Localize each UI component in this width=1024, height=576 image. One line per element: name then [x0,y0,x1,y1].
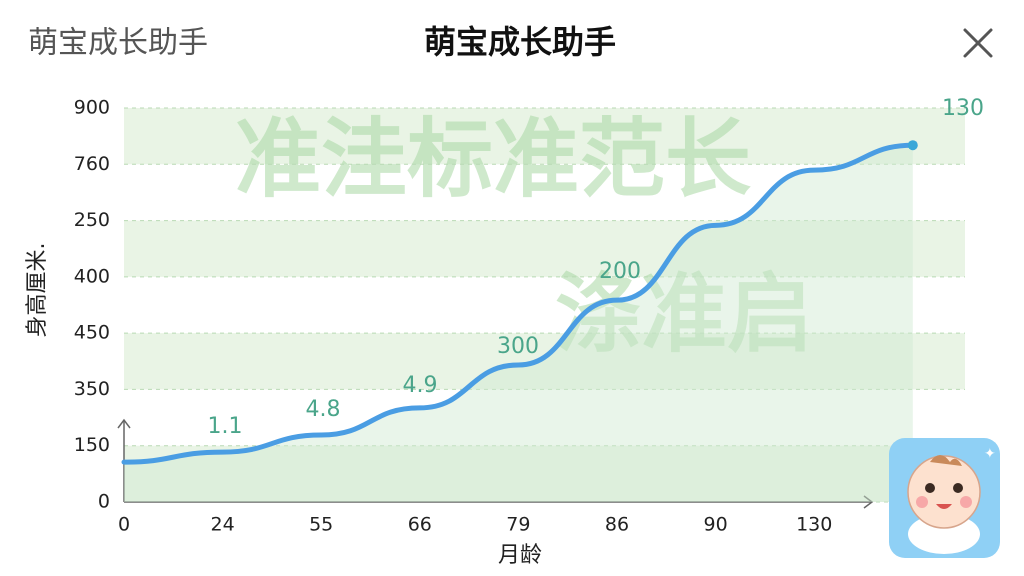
y-axis-label: 身高厘米. [25,243,50,338]
y-axis-arrow [117,418,131,429]
y-tick-label: 250 [74,209,110,231]
grid-band [124,108,965,165]
grid-band [124,445,965,502]
x-tick-label: 90 [704,514,728,536]
y-tick-label: 450 [74,322,110,344]
watermark: 准洼标准范长 [235,109,751,209]
baby-icon[interactable]: ✦ [889,438,1000,558]
annotation: 1.1 [208,414,243,439]
svg-text:✦: ✦ [984,446,996,462]
x-tick-label: 79 [506,514,530,536]
x-tick-label: 66 [408,514,432,536]
y-tick-label: 400 [74,265,110,287]
title: 萌宝成长助手 [424,23,616,61]
x-tick-label: 130 [796,514,832,536]
x-tick-label: 24 [211,514,235,536]
grid-band [124,220,965,277]
y-tick-label: 760 [74,153,110,175]
x-axis-arrow [863,495,874,509]
annotation: 130 [942,96,984,121]
y-tick-label: 0 [98,491,110,513]
watermark: 涤准启 [555,264,813,364]
annotation: 200 [599,259,641,284]
area [124,145,913,502]
app-name: 萌宝成长助手 [28,26,208,61]
line [121,142,916,465]
grid-band [124,333,965,390]
y-tick-label: 350 [74,378,110,400]
close-button[interactable] [963,28,993,58]
annotation: 300 [497,334,539,359]
x-tick-label: 0 [118,514,130,536]
x-tick-label: 86 [605,514,629,536]
end-point [907,140,918,151]
x-axis-label: 月龄 [498,543,542,568]
annotation: 4.9 [403,373,438,398]
y-tick-label: 150 [74,434,110,456]
x-tick-label: 55 [309,514,333,536]
y-tick-label: 900 [74,97,110,119]
annotation: 4.8 [306,397,341,422]
